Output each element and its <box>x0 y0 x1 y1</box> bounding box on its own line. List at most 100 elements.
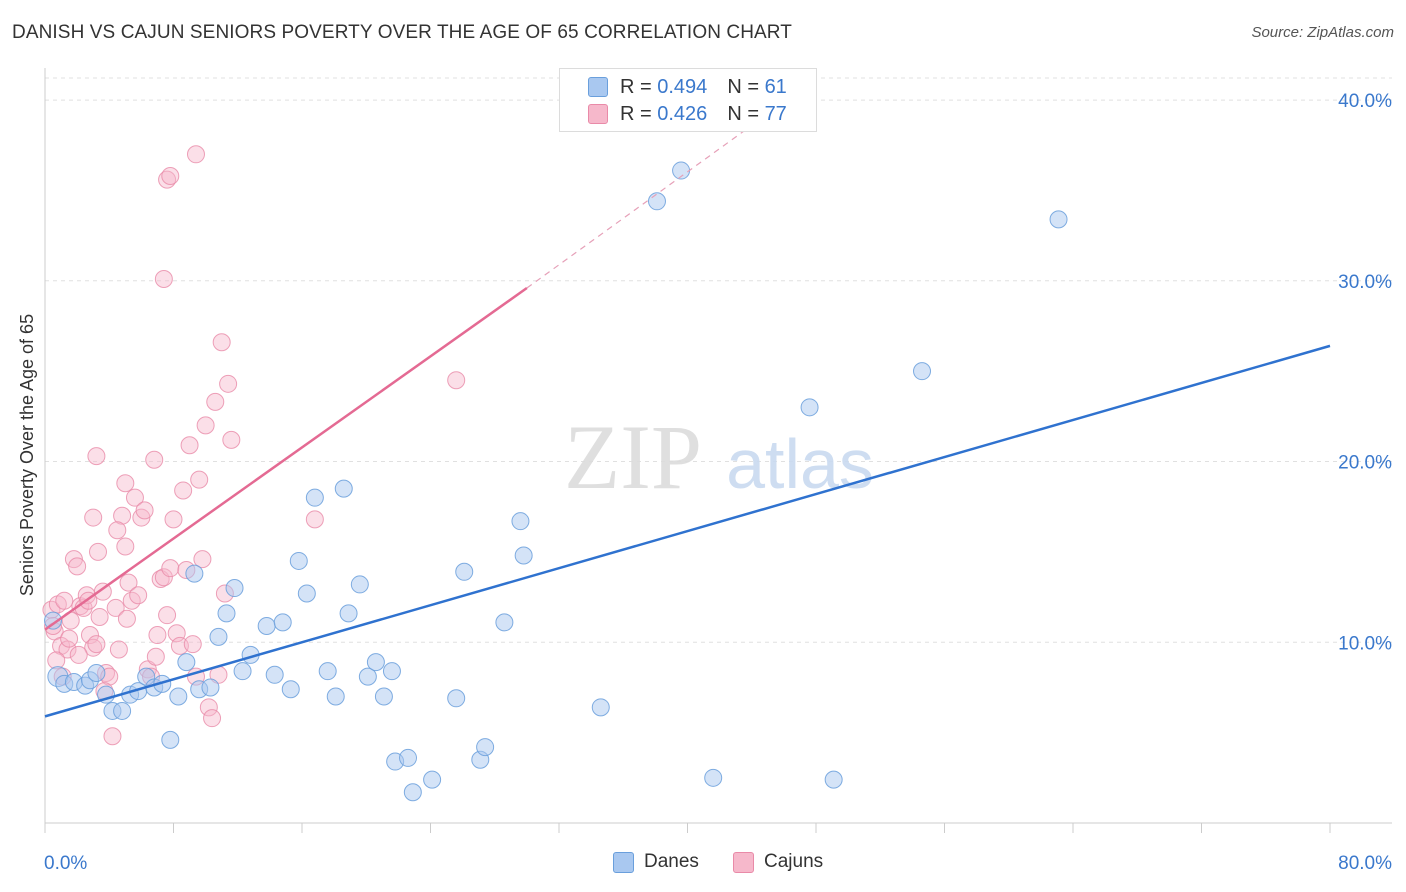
danes-point <box>913 362 932 381</box>
cajuns-point <box>146 647 165 666</box>
legend-n-value-danes: 61 <box>764 75 787 98</box>
cajuns-point <box>193 550 212 569</box>
danes-point <box>350 575 369 594</box>
danes-point <box>403 783 422 802</box>
chart-title: DANISH VS CAJUN SENIORS POVERTY OVER THE… <box>12 22 792 43</box>
danes-point <box>265 665 284 684</box>
trend-lines <box>44 124 1331 718</box>
danes-point <box>318 662 337 681</box>
y-tick-label: 10.0% <box>1338 633 1392 654</box>
danes-point <box>591 698 610 717</box>
danes-swatch <box>588 77 608 97</box>
danes-point <box>297 584 316 603</box>
danes-point <box>225 579 244 598</box>
cajuns-point <box>158 606 177 625</box>
cajuns-trend-extension <box>526 124 753 289</box>
danes-legend-swatch <box>613 851 634 873</box>
danes-point <box>647 192 666 211</box>
danes-point <box>169 687 188 706</box>
legend-r-value-cajuns: 0.426 <box>657 102 708 125</box>
danes-point <box>233 662 252 681</box>
cajuns-point <box>87 635 106 654</box>
cajuns-point <box>129 586 148 605</box>
correlation-legend: R = 0.494 N = 61 R = 0.426 N = 77 <box>559 68 817 132</box>
danes-legend-label: Danes <box>644 851 699 872</box>
cajuns-point <box>84 638 103 657</box>
danes-point <box>514 546 533 565</box>
cajuns-point <box>109 640 128 659</box>
x-tick-label: 80.0% <box>1338 853 1392 874</box>
cajuns-point <box>68 557 87 576</box>
danes-point <box>800 398 819 417</box>
cajuns-point <box>116 474 135 493</box>
legend-r-label: R = <box>620 75 652 98</box>
cajuns-point <box>93 582 112 601</box>
danes-point <box>447 689 466 708</box>
cajuns-point <box>199 698 218 717</box>
danes-point <box>177 653 196 672</box>
y-axis-label: Seniors Poverty Over the Age of 65 <box>17 314 37 596</box>
danes-point <box>366 653 385 672</box>
cajuns-point <box>305 510 324 529</box>
cajuns-point <box>219 374 238 393</box>
danes-point <box>161 730 180 749</box>
cajuns-legend-label: Cajuns <box>764 851 824 872</box>
cajuns-point <box>180 436 199 455</box>
y-tick-label: 40.0% <box>1338 91 1392 112</box>
cajuns-point <box>186 145 205 164</box>
danes-point <box>201 678 220 697</box>
danes-point <box>257 617 276 636</box>
cajuns-point <box>125 488 144 507</box>
danes-point <box>495 613 514 632</box>
cajuns-point <box>84 508 103 527</box>
watermark: ZIP atlas <box>564 406 874 508</box>
legend-n-label: N = <box>727 102 759 125</box>
cajuns-point <box>116 537 135 556</box>
cajuns-point <box>119 573 138 592</box>
cajuns-point <box>190 470 209 489</box>
danes-point <box>87 663 106 682</box>
bottom-legend-cajuns: Cajuns <box>733 851 823 873</box>
danes-point <box>423 770 442 789</box>
cajuns-point <box>89 542 108 561</box>
danes-point <box>1049 210 1068 229</box>
cajuns-point <box>183 635 202 654</box>
cajuns-legend-swatch <box>733 851 754 873</box>
legend-n-value-cajuns: 77 <box>764 102 787 125</box>
danes-point <box>382 662 401 681</box>
danes-point <box>209 627 228 646</box>
danes-point <box>374 687 393 706</box>
cajuns-point <box>161 166 180 185</box>
danes-point <box>339 604 358 623</box>
danes-point <box>358 667 377 686</box>
danes-point <box>704 768 723 787</box>
danes-point <box>113 701 132 720</box>
danes-point <box>326 687 345 706</box>
danes-point <box>217 604 236 623</box>
gridlines <box>45 77 1392 643</box>
source-label: Source: ZipAtlas.com <box>1251 24 1394 41</box>
legend-r-label: R = <box>620 102 652 125</box>
cajuns-point <box>90 607 109 626</box>
legend-row-danes: R = 0.494 N = 61 <box>588 75 787 99</box>
cajuns-point <box>103 727 122 746</box>
cajuns-point <box>106 598 125 617</box>
x-tick-label: 0.0% <box>44 853 87 874</box>
cajuns-point <box>174 481 193 500</box>
danes-point <box>476 738 495 757</box>
cajuns-point <box>206 392 225 411</box>
cajuns-point <box>161 559 180 578</box>
cajuns-trend-line <box>44 287 528 631</box>
cajuns-point <box>154 568 173 587</box>
watermark-zip: ZIP <box>564 406 702 508</box>
danes-point <box>281 680 300 699</box>
danes-point <box>273 613 292 632</box>
danes-point <box>824 770 843 789</box>
cajuns-swatch <box>588 104 608 124</box>
y-tick-label: 30.0% <box>1338 272 1392 293</box>
cajuns-point <box>113 506 132 525</box>
watermark-atlas: atlas <box>726 425 874 503</box>
danes-trend-line <box>44 344 1331 718</box>
danes-point <box>185 564 204 583</box>
cajuns-point <box>212 333 231 352</box>
